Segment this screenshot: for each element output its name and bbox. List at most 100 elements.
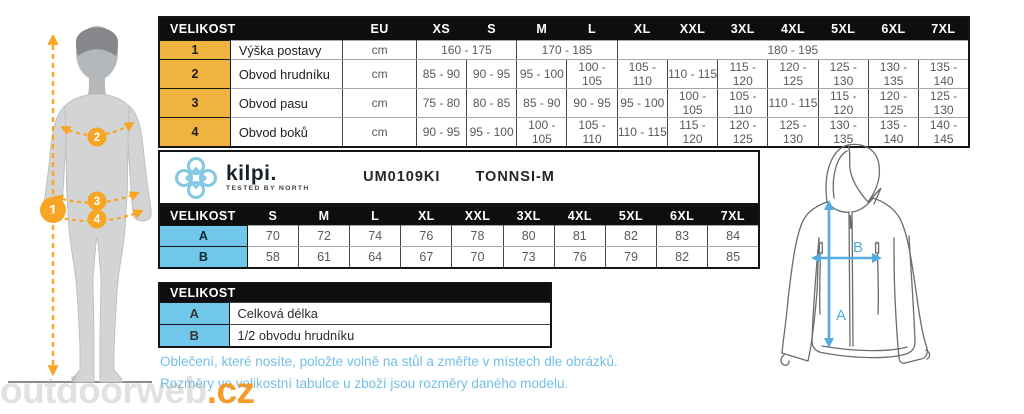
dimension-legend-table: VELIKOST A Celková délka B 1/2 obvodu hr… xyxy=(158,282,552,348)
value-cell: 125 - 130 xyxy=(817,59,869,89)
size-column-header: 3XL xyxy=(503,206,555,226)
value-cell: 130 - 135 xyxy=(867,59,920,89)
value-cell: 85 - 90 xyxy=(415,59,467,89)
table-row: 2 Obvod hrudníku cm 85 - 90 90 - 95 95 -… xyxy=(158,59,970,89)
value-cell: 100 - 105 xyxy=(666,88,719,118)
value-cell: 74 xyxy=(349,225,402,247)
product-dimensions-table: VELIKOST S M L XL XXL 3XL 4XL 5XL 6XL 7X… xyxy=(158,205,760,269)
eu-column-header: EU xyxy=(342,17,417,41)
table-row: A Celková délka xyxy=(158,302,552,325)
size-column-header: 4XL xyxy=(554,206,606,226)
product-name: TONNSI-M xyxy=(475,169,555,185)
marker-4-label: 4 xyxy=(94,214,101,226)
unit-cell: cm xyxy=(342,40,417,60)
value-cell: 80 - 85 xyxy=(465,88,518,118)
size-column-header: XL xyxy=(400,206,452,226)
value-cell: 110 - 115 xyxy=(616,117,668,148)
value-cell: 170 - 185 xyxy=(516,40,618,60)
size-column-header: XL xyxy=(617,17,668,41)
value-cell: 120 - 125 xyxy=(767,59,819,89)
value-cell: 95 - 100 xyxy=(616,88,668,118)
table-row: B 58 61 64 67 70 73 76 79 82 85 xyxy=(158,246,760,269)
value-cell: 95 - 100 xyxy=(465,117,518,148)
value-cell: 73 xyxy=(502,246,555,269)
brand-tagline: TESTED BY NORTH xyxy=(226,185,310,193)
size-column-header: S xyxy=(247,206,299,226)
value-cell: 72 xyxy=(297,225,351,247)
product-code: UM0109KI xyxy=(363,169,441,185)
product-line: UM0109KI TONNSI-M xyxy=(160,169,758,185)
legend-text: Celková délka xyxy=(228,302,552,325)
value-cell: 105 - 110 xyxy=(566,117,618,148)
value-cell: 76 xyxy=(400,225,453,247)
note-line-1: Oblečení, které nosíte, položte volně na… xyxy=(160,354,618,369)
row-number: 4 xyxy=(158,117,231,148)
size-column-header: 7XL xyxy=(707,206,759,226)
row-number: 1 xyxy=(158,40,231,60)
size-column-header: L xyxy=(566,17,618,41)
value-cell: 78 xyxy=(451,225,504,247)
size-column-header: 6XL xyxy=(868,17,919,41)
value-cell: 70 xyxy=(451,246,504,269)
row-label: Výška postavy xyxy=(229,40,344,60)
value-cell: 100 - 105 xyxy=(516,117,568,148)
jacket-marker-a-label: A xyxy=(836,307,846,324)
table-header-row: VELIKOST EU XS S M L XL XXL 3XL 4XL 5XL … xyxy=(159,17,969,41)
table-title: VELIKOST xyxy=(159,206,248,226)
jacket-measure-arrows: A B xyxy=(811,200,882,348)
value-cell: 160 - 175 xyxy=(415,40,518,60)
table-header-row: VELIKOST xyxy=(159,283,551,303)
table-row: A 70 72 74 76 78 80 81 82 83 84 xyxy=(158,225,760,247)
jacket-outline-icon xyxy=(780,143,931,366)
value-cell: 135 - 140 xyxy=(867,117,920,148)
unit-cell: cm xyxy=(342,59,417,89)
size-column-header: 3XL xyxy=(717,17,768,41)
row-number: 3 xyxy=(158,88,231,118)
value-cell: 95 - 100 xyxy=(516,59,568,89)
size-column-header: S xyxy=(466,17,517,41)
table-title: VELIKOST xyxy=(159,283,551,303)
value-cell: 90 - 95 xyxy=(465,59,518,89)
row-label: Obvod pasu xyxy=(229,88,344,118)
marker-3-label: 3 xyxy=(94,196,100,208)
value-cell: 125 - 130 xyxy=(918,88,970,118)
chest-measure-line: 2 xyxy=(60,121,135,147)
watermark-text: outdoorweb xyxy=(0,370,207,411)
value-cell: 180 - 195 xyxy=(616,40,970,60)
table-title: VELIKOST xyxy=(159,17,343,41)
height-measure-line: 1 xyxy=(40,33,66,377)
size-column-header: 4XL xyxy=(767,17,819,41)
size-column-header: XS xyxy=(416,17,467,41)
value-cell: 82 xyxy=(604,225,658,247)
hips-measure-line: 4 xyxy=(48,209,144,229)
size-column-header: L xyxy=(349,206,401,226)
outdoorweb-watermark: outdoorweb.cz xyxy=(0,370,255,412)
brand-name: kilpi. xyxy=(226,162,277,186)
row-label: Obvod hrudníku xyxy=(229,59,344,89)
size-column-header: XXL xyxy=(667,17,718,41)
value-cell: 90 - 95 xyxy=(415,117,467,148)
size-column-header: 7XL xyxy=(918,17,969,41)
value-cell: 105 - 110 xyxy=(717,88,769,118)
value-cell: 81 xyxy=(553,225,606,247)
value-cell: 75 - 80 xyxy=(415,88,467,118)
product-header-box: kilpi. TESTED BY NORTH UM0109KI TONNSI-M xyxy=(158,150,760,205)
jacket-marker-b-label: B xyxy=(853,239,863,256)
value-cell: 84 xyxy=(707,225,760,247)
size-column-header: XXL xyxy=(451,206,504,226)
value-cell: 115 - 120 xyxy=(666,117,719,148)
value-cell: 61 xyxy=(297,246,351,269)
note-line-2: Rozměry ve velikostní tabulce u zboží js… xyxy=(160,376,569,391)
size-column-header: 5XL xyxy=(818,17,869,41)
unit-cell: cm xyxy=(342,88,417,118)
table-row: 3 Obvod pasu cm 75 - 80 80 - 85 85 - 90 … xyxy=(158,88,970,118)
value-cell: 140 - 145 xyxy=(918,117,970,148)
watermark-suffix: .cz xyxy=(206,370,255,411)
value-cell: 79 xyxy=(604,246,658,269)
value-cell: 125 - 130 xyxy=(767,117,819,148)
marker-2-label: 2 xyxy=(94,132,100,144)
unit-cell: cm xyxy=(342,117,417,148)
table-header-row: VELIKOST S M L XL XXL 3XL 4XL 5XL 6XL 7X… xyxy=(159,206,759,226)
table-row: 1 Výška postavy cm 160 - 175 170 - 185 1… xyxy=(158,40,970,60)
